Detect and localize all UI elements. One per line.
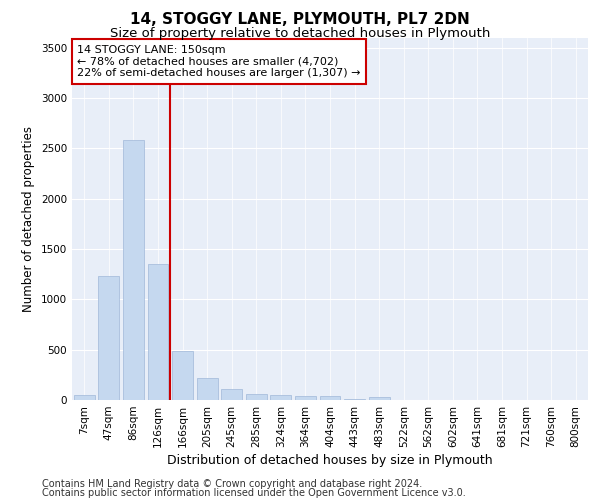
Bar — [320, 396, 340, 400]
X-axis label: Distribution of detached houses by size in Plymouth: Distribution of detached houses by size … — [167, 454, 493, 467]
Text: Size of property relative to detached houses in Plymouth: Size of property relative to detached ho… — [110, 28, 490, 40]
Text: 14, STOGGY LANE, PLYMOUTH, PL7 2DN: 14, STOGGY LANE, PLYMOUTH, PL7 2DN — [130, 12, 470, 28]
Text: Contains HM Land Registry data © Crown copyright and database right 2024.: Contains HM Land Registry data © Crown c… — [42, 479, 422, 489]
Bar — [246, 394, 267, 400]
Text: 14 STOGGY LANE: 150sqm
← 78% of detached houses are smaller (4,702)
22% of semi-: 14 STOGGY LANE: 150sqm ← 78% of detached… — [77, 45, 361, 78]
Bar — [271, 396, 292, 400]
Bar — [123, 140, 144, 400]
Bar — [197, 378, 218, 400]
Bar — [295, 396, 316, 400]
Y-axis label: Number of detached properties: Number of detached properties — [22, 126, 35, 312]
Bar — [172, 350, 193, 400]
Text: Contains public sector information licensed under the Open Government Licence v3: Contains public sector information licen… — [42, 488, 466, 498]
Bar — [74, 395, 95, 400]
Bar — [98, 276, 119, 400]
Bar — [148, 264, 169, 400]
Bar — [221, 390, 242, 400]
Bar — [368, 397, 389, 400]
